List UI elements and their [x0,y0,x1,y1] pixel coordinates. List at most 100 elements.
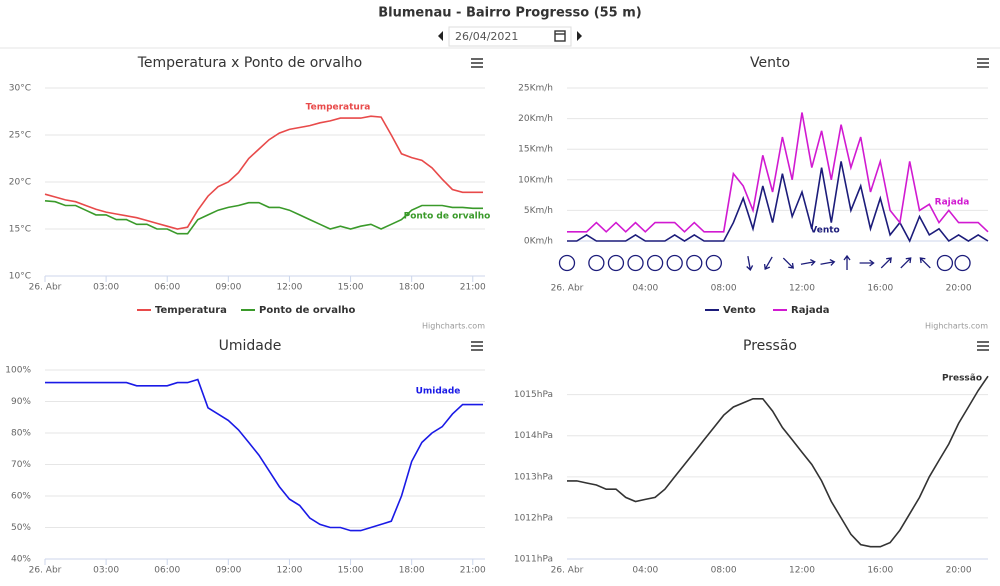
menu-bar [471,349,483,351]
y-tick-label: 1011hPa [514,555,553,565]
x-tick-label: 15:00 [338,566,364,576]
x-tick-label: 18:00 [399,283,425,293]
x-tick-label: 20:00 [946,284,972,294]
menu-bar [471,58,483,60]
x-tick-label: 06:00 [154,283,180,293]
series-line [44,200,483,235]
menu-bar [471,341,483,343]
x-tick-label: 03:00 [93,283,119,293]
y-tick-label: 10°C [9,272,31,282]
calm-icon [588,254,605,272]
x-tick-label: 12:00 [276,566,302,576]
wind-arrow [763,256,773,271]
menu-bar [471,62,483,64]
wind-arrow [843,254,851,270]
y-tick-label: 25Km/h [518,84,553,94]
x-tick-label: 16:00 [867,284,893,294]
prev-day[interactable] [438,31,443,41]
legend-label: Temperatura [155,305,227,316]
y-tick-label: 30°C [9,84,31,94]
chart-title: Pressão [743,338,797,354]
y-tick-label: 25°C [9,131,31,141]
x-tick-label: 09:00 [215,283,241,293]
x-tick-label: 09:00 [215,566,241,576]
y-tick-label: 20Km/h [518,114,553,124]
x-tick-label: 04:00 [632,284,658,294]
x-tick-label: 26. Abr [551,284,584,294]
calm-icon [666,254,683,272]
calm-icon [686,254,703,272]
y-tick-label: 70% [11,460,31,470]
menu-bar [977,349,989,351]
x-tick-label: 21:00 [460,566,486,576]
legend-label: Vento [723,305,756,316]
x-tick-label: 16:00 [867,566,893,576]
calm-icon [558,254,576,272]
menu-button[interactable] [471,341,483,351]
series-line [45,378,483,532]
date-input[interactable] [448,26,572,47]
series-label: Pressão [942,374,982,384]
wind-arrow [800,258,816,266]
series-label: Rajada [935,198,970,208]
y-tick-label: 0Km/h [524,237,553,247]
calm-icon [627,254,644,272]
series-line [44,115,483,230]
y-tick-label: 10Km/h [518,175,553,185]
credits: Highcharts.com [422,322,485,331]
series-label: Temperatura [306,103,371,113]
calm-icon [954,254,971,272]
series-line [567,375,989,548]
menu-button[interactable] [977,341,989,351]
x-tick-label: 18:00 [399,566,425,576]
wind-arrow [859,259,875,267]
menu-button[interactable] [977,58,989,68]
x-tick-label: 26. Abr [29,283,62,293]
x-tick-label: 21:00 [460,283,486,293]
menu-bar [471,66,483,68]
x-tick-label: 12:00 [789,284,815,294]
x-tick-label: 26. Abr [551,566,584,576]
calm-icon [705,254,723,272]
wind-arrow [782,257,794,269]
calm-icon [646,254,664,272]
x-tick-label: 06:00 [154,566,180,576]
y-tick-label: 40% [11,555,31,565]
x-tick-label: 12:00 [276,283,302,293]
x-tick-label: 12:00 [789,566,815,576]
chart-title: Umidade [219,338,282,354]
x-tick-label: 08:00 [711,566,737,576]
x-tick-label: 08:00 [711,284,737,294]
y-tick-label: 50% [11,523,31,533]
series-label: Vento [810,226,839,236]
y-tick-label: 1013hPa [514,472,553,482]
y-tick-label: 80% [11,429,31,439]
calendar-icon[interactable] [554,30,566,42]
credits: Highcharts.com [925,322,988,331]
menu-bar [977,62,989,64]
menu-bar [977,345,989,347]
series-line [567,112,989,233]
y-tick-label: 1012hPa [514,513,553,523]
calm-icon [607,254,625,272]
menu-bar [977,66,989,68]
next-day[interactable] [577,31,582,41]
y-tick-label: 15°C [9,225,31,235]
x-tick-label: 26. Abr [29,566,62,576]
x-tick-label: 03:00 [93,566,119,576]
calm-icon [936,254,954,272]
menu-button[interactable] [471,58,483,68]
x-tick-label: 04:00 [632,566,658,576]
y-tick-label: 90% [11,397,31,407]
legend-label: Ponto de orvalho [259,305,355,316]
wind-arrow [746,255,754,271]
wind-arrow [880,257,892,269]
y-tick-label: 20°C [9,178,31,188]
menu-bar [977,58,989,60]
date: 26/04/2021 [455,30,518,43]
legend-label: Rajada [791,305,830,316]
series-label: Umidade [416,387,461,397]
menu-bar [977,341,989,343]
y-tick-label: 15Km/h [518,145,553,155]
